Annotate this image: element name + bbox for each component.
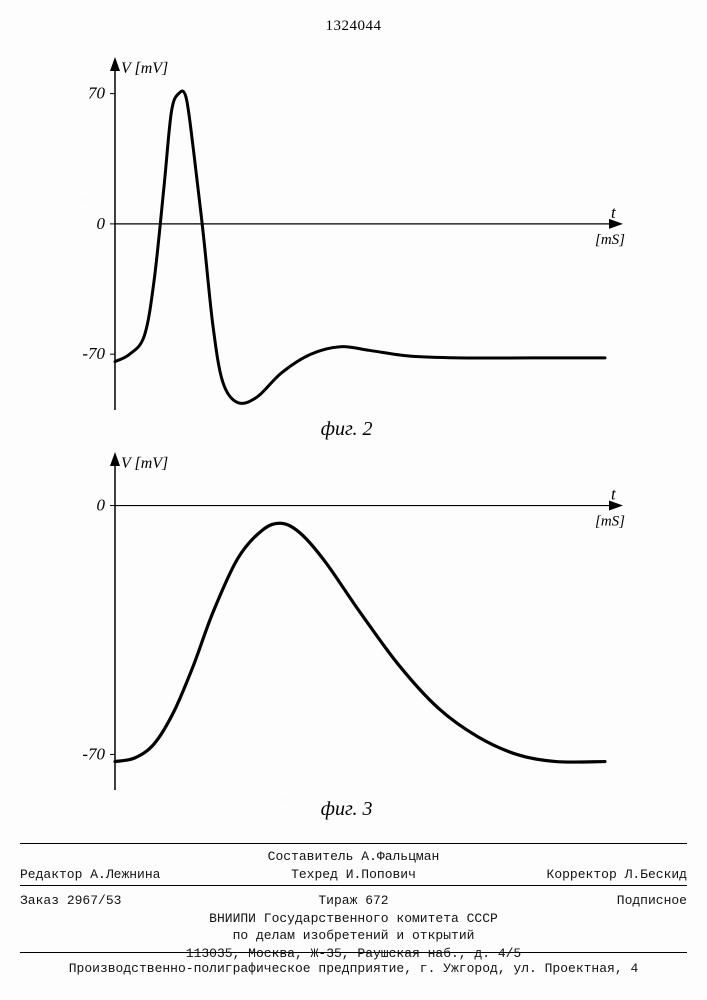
compiler-label: Составитель xyxy=(268,849,354,864)
svg-text:фиг. 2: фиг. 2 xyxy=(321,418,373,440)
document-number: 1324044 xyxy=(0,18,707,35)
org-line-1: ВНИИПИ Государственного комитета СССР xyxy=(20,910,687,928)
subscription: Подписное xyxy=(617,893,687,908)
svg-text:0: 0 xyxy=(97,214,106,233)
svg-text:0: 0 xyxy=(97,496,106,515)
svg-text:t: t xyxy=(611,203,617,222)
separator xyxy=(20,885,687,886)
compiler-name: А.Фальцман xyxy=(361,849,439,864)
footer-block: Составитель А.Фальцман Редактор А.Лежнин… xyxy=(20,848,687,883)
footer-block-2: Заказ 2967/53 Тираж 672 Подписное ВНИИПИ… xyxy=(20,892,687,962)
svg-text:-70: -70 xyxy=(82,344,105,363)
tech-editor-label: Техред xyxy=(291,867,338,882)
editor-label: Редактор xyxy=(20,867,82,882)
editor-name: А.Лежнина xyxy=(90,867,160,882)
svg-text:V [mV]: V [mV] xyxy=(121,455,168,472)
order-label: Заказ xyxy=(20,893,59,908)
svg-text:V [mV]: V [mV] xyxy=(121,60,168,77)
svg-text:фиг. 3: фиг. 3 xyxy=(321,798,373,820)
separator xyxy=(20,843,687,844)
order-number: 2967/53 xyxy=(67,893,122,908)
figure-2: 70 0 -70 V [mV] t [mS] фиг. 2 xyxy=(55,45,655,440)
corrector-label: Корректор xyxy=(547,867,617,882)
print-run: 672 xyxy=(365,893,388,908)
org-line-2: по делам изобретений и открытий xyxy=(20,927,687,945)
svg-text:70: 70 xyxy=(88,84,106,103)
svg-text:[mS]: [mS] xyxy=(595,232,625,248)
figure-3: 0 -70 V [mV] t [mS] фиг. 3 xyxy=(55,445,655,820)
svg-text:-70: -70 xyxy=(82,744,105,763)
print-run-label: Тираж xyxy=(318,893,357,908)
svg-text:[mS]: [mS] xyxy=(595,514,625,530)
corrector-name: Л.Бескид xyxy=(625,867,687,882)
chart-svg-fig3: 0 -70 V [mV] t [mS] фиг. 3 xyxy=(55,445,655,820)
print-house: Производственно-полиграфическое предприя… xyxy=(20,960,687,978)
svg-text:t: t xyxy=(611,485,617,504)
tech-editor-name: И.Попович xyxy=(346,867,416,882)
chart-svg-fig2: 70 0 -70 V [mV] t [mS] фиг. 2 xyxy=(55,45,655,440)
